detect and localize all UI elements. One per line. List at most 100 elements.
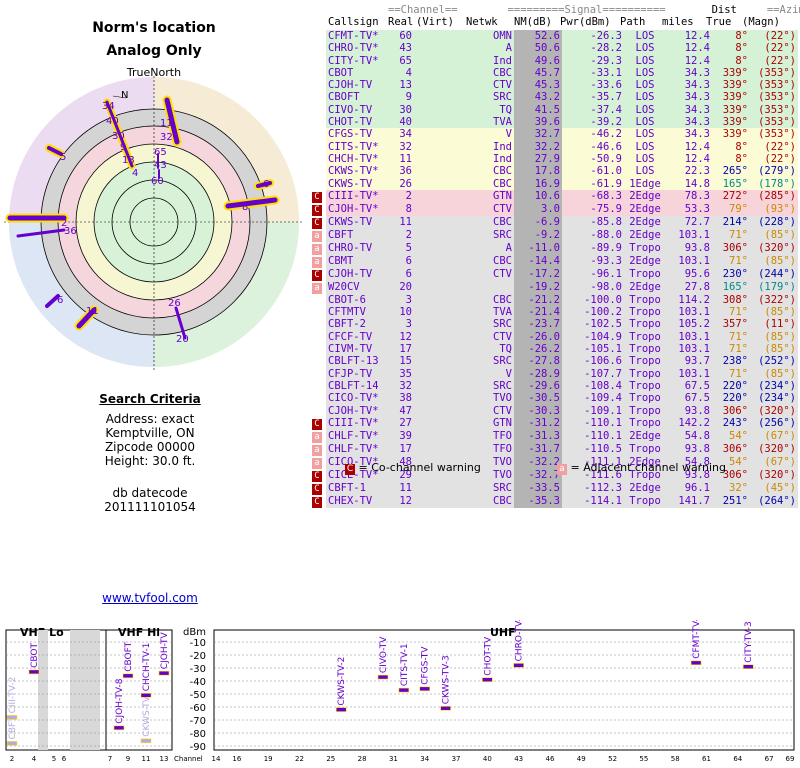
distance-cell: 34.3	[666, 103, 712, 117]
callsign-cell: CBFT-1	[326, 481, 388, 495]
bar-79deg[interactable]	[225, 197, 278, 209]
azimuth-true-cell: 220°	[712, 379, 750, 393]
callsign-cell: CIVO-TV	[326, 103, 388, 117]
legend-adj-text: = Adjacent channel warning	[570, 461, 727, 474]
table-row[interactable]: a CBFT 2 SRC -9.2 -88.0 2Edge 103.1 71° (85°)	[310, 228, 798, 242]
col-pwr: Pwr(dBm)	[560, 16, 611, 28]
azimuth-true-cell: 8°	[712, 140, 750, 153]
table-row[interactable]: CKWS-TV* 36 CBC 17.8 -61.0 LOS 22.3 265° (279°)	[310, 165, 798, 178]
callsign-cell: CJOH-TV	[326, 79, 388, 92]
bar-165deg[interactable]	[174, 306, 187, 340]
warning-cell	[310, 165, 326, 177]
callsign-cell: CHRO-TV	[326, 241, 388, 255]
callsign-cell: CFTMTV	[326, 306, 388, 319]
azimuth-true-cell: 8°	[712, 152, 750, 166]
table-row[interactable]: CFJP-TV 35 V -28.9 -107.7 Tropo 103.1 71° (85°)	[310, 367, 798, 380]
table-row[interactable]: CFGS-TV 34 V 32.7 -46.2 LOS 34.3 339° (353°)	[310, 128, 798, 141]
bar-339deg[interactable]	[105, 100, 134, 168]
callsign-cell: CICE-TV*	[326, 468, 388, 482]
azimuth-magn-cell: (353°)	[750, 116, 798, 129]
radar-labels: 34 40 30 9 13 4 11 32 65 43 60 5 6 8 2 3…	[57, 101, 269, 345]
virt-channel-cell	[414, 404, 468, 417]
table-row[interactable]: a CICO-TV* 48 TVO -32.2 -111.1 2Edge 54.8 54° (67…	[310, 455, 798, 469]
table-row[interactable]: CIVM-TV 17 TQ -26.2 -105.1 Tropo 103.1 71° (85°)	[310, 343, 798, 356]
radar-label: 2	[61, 218, 67, 229]
table-row[interactable]: C CHEX-TV 12 CBC -35.3 -114.1 Tropo 141.7 251° (2…	[310, 494, 798, 508]
table-row[interactable]: C CIII-TV* 27 GTN -31.2 -110.1 Tropo 142.2 243°(…	[310, 416, 798, 430]
warning-cell: C	[310, 469, 326, 482]
table-row[interactable]: a CHLF-TV* 17 TFO -31.7 -110.5 Tropo 93.8 306° (3…	[310, 442, 798, 456]
table-row[interactable]: CBFT-2 3 SRC -23.7 -102.5 Tropo 105.2 357° (11°)	[310, 318, 798, 331]
warning-cell	[310, 153, 326, 165]
nm-cell: -17.2	[514, 267, 562, 281]
table-row[interactable]: CJOH-TV* 47 CTV -30.3 -109.1 Tropo 93.8 306° (32…	[310, 404, 798, 417]
warning-cell	[310, 116, 326, 128]
nm-cell: -31.2	[514, 416, 562, 430]
table-row[interactable]: CHOT-TV 40 TVA 39.6 -39.2 LOS 34.3 339° (353°)	[310, 116, 798, 129]
table-row[interactable]: CFMT-TV* 60 OMN 52.6 -26.3 LOS 12.4 8° (22°)	[310, 30, 798, 43]
azimuth-magn-cell: (252°)	[750, 355, 798, 368]
table-row[interactable]: CFCF-TV 12 CTV -26.0 -104.9 Tropo 103.1 71° (85°…	[310, 330, 798, 344]
power-cell: -98.0	[562, 280, 624, 294]
y-unit-label: dBm	[183, 627, 206, 638]
table-row[interactable]: C CJOH-TV 6 CTV -17.2 -96.1 Tropo 95.6 230° (244°…	[310, 267, 798, 281]
spectrum-marker-label: CBFT	[8, 716, 18, 739]
power-cell: -85.8	[562, 215, 624, 229]
power-cell: -114.1	[562, 494, 624, 508]
table-row[interactable]: CBOFT 9 SRC 43.2 -35.7 LOS 34.3 339° (353°)	[310, 91, 798, 104]
distance-cell: 103.1	[666, 367, 712, 380]
table-row[interactable]: CHRO-TV* 43 A 50.6 -28.2 LOS 12.4 8° (22°)	[310, 42, 798, 55]
table-row[interactable]: CFTMTV 10 TVA -21.4 -100.2 Tropo 103.1 71° (85°)	[310, 306, 798, 319]
search-criteria: Search Criteria Address: exact Kemptvill…	[50, 392, 250, 514]
bar-306deg[interactable]	[47, 146, 63, 156]
network-cell	[468, 280, 514, 294]
table-row[interactable]: a W20CV 20 -19.2 -98.0 2Edge 27.8 165° (179°)	[310, 280, 798, 294]
real-channel-cell: 2	[388, 189, 414, 203]
bar-230deg[interactable]	[45, 294, 60, 308]
table-row[interactable]: CHCH-TV* 11 Ind 27.9 -50.9 LOS 12.4 8° (22°)	[310, 152, 798, 166]
network-cell: A	[468, 42, 514, 55]
co-channel-icon: C	[312, 470, 322, 482]
table-row[interactable]: CJOH-TV 13 CTV 45.3 -33.6 LOS 34.3 339° (353°)	[310, 79, 798, 92]
table-row[interactable]: CBLFT-13 15 SRC -27.8 -106.6 Tropo 93.7 238° (25…	[310, 355, 798, 368]
spectrum-marker-label: CKWS-TV-3	[442, 655, 452, 704]
real-channel-cell: 30	[388, 103, 414, 117]
path-cell: LOS	[624, 165, 666, 178]
table-row[interactable]: CKWS-TV 26 CBC 16.9 -61.9 1Edge 14.8 165° (178°)	[310, 177, 798, 190]
bar-214deg[interactable]	[76, 307, 97, 329]
table-row[interactable]: CIVO-TV 30 TQ 41.5 -37.4 LOS 34.3 339° (353°)	[310, 103, 798, 117]
path-cell: Tropo	[624, 343, 666, 356]
table-row[interactable]: C CIII-TV* 2 GTN 10.6 -68.3 2Edge 78.3 272° (285°…	[310, 189, 798, 203]
table-row[interactable]: C CKWS-TV 11 CBC -6.9 -85.8 2Edge 72.7 214° (228°…	[310, 215, 798, 229]
table-row[interactable]: C CBFT-1 11 SRC -33.5 -112.3 2Edge 96.1 32° (45°)	[310, 481, 798, 495]
table-row[interactable]: CBOT 4 CBC 45.7 -33.1 LOS 34.3 339° (353°)	[310, 66, 798, 80]
table-row[interactable]: a CHRO-TV 5 A -11.0 -89.9 Tropo 93.8 306° (320°)	[310, 241, 798, 255]
bar-265deg[interactable]	[16, 228, 66, 238]
table-row[interactable]: CBOT-6 3 CBC -21.2 -100.0 Tropo 114.2 308° (322°…	[310, 293, 798, 307]
spectrum-marker	[742, 664, 754, 670]
tvfool-link[interactable]: www.tvfool.com	[102, 591, 198, 605]
table-row[interactable]: a CBMT 6 CBC -14.4 -93.3 2Edge 103.1 71° (85°)	[310, 254, 798, 268]
bar-8deg[interactable]	[164, 97, 180, 145]
distance-cell: 93.7	[666, 355, 712, 368]
warning-cell: a	[310, 281, 326, 294]
network-cell: CBC	[468, 494, 514, 508]
nm-cell: 32.7	[514, 128, 562, 141]
azimuth-magn-cell: (22°)	[750, 42, 798, 55]
warning-cell	[310, 368, 326, 380]
table-row[interactable]: CBLFT-14 32 SRC -29.6 -108.4 Tropo 67.5 220° (23…	[310, 379, 798, 393]
radar-label: 60	[151, 176, 164, 187]
bar-71deg[interactable]	[256, 181, 272, 188]
azimuth-true-cell: 238°	[712, 355, 750, 368]
table-row[interactable]: C CJOH-TV* 8 CTV 3.0 -75.9 2Edge 53.3 79° (93°)	[310, 202, 798, 216]
table-row[interactable]: CITY-TV* 65 Ind 49.6 -29.3 LOS 12.4 8° (22°)	[310, 54, 798, 67]
table-row[interactable]: a CHLF-TV* 39 TFO -31.3 -110.1 2Edge 54.8 54° (67…	[310, 429, 798, 443]
table-row[interactable]: CITS-TV* 32 Ind 32.2 -46.6 LOS 12.4 8° (22°)	[310, 140, 798, 153]
azimuth-true-cell: 339°	[712, 91, 750, 104]
path-cell: LOS	[624, 116, 666, 129]
table-row[interactable]: CICO-TV* 38 TVO -30.5 -109.4 Tropo 67.5 220° (23…	[310, 392, 798, 405]
warning-cell: a	[310, 255, 326, 268]
table-row[interactable]: C CICE-TV* 29 TVO -32.7 -111.6 Tropo 93.8 306° (3…	[310, 468, 798, 482]
adjacent-channel-icon: a	[312, 243, 322, 255]
table-col-header: Callsign Real (Virt) Netwk NM(dB) Pwr(dBm) Pat…	[328, 16, 784, 28]
